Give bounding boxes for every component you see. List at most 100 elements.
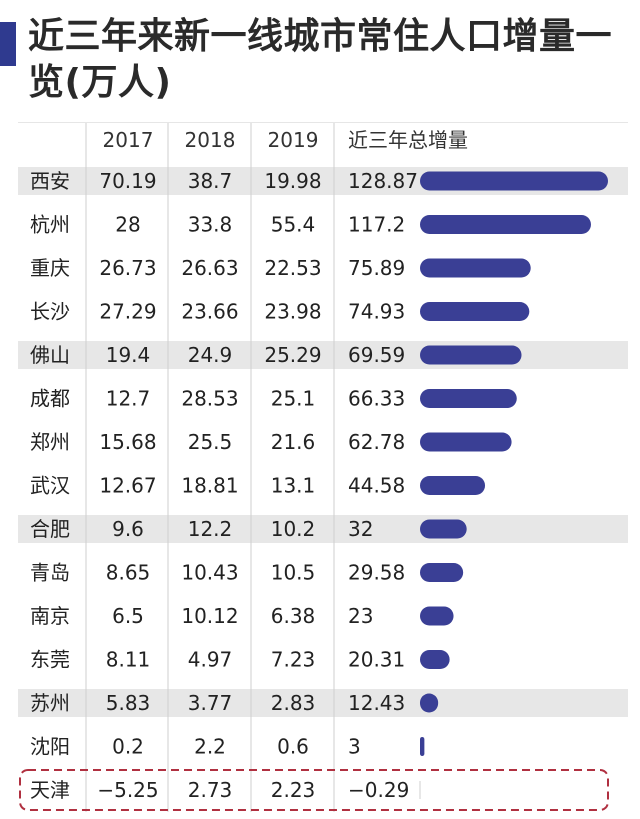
year-value-cell: 3.77 bbox=[188, 691, 233, 715]
year-value-cell: 2.73 bbox=[188, 778, 233, 802]
year-value-cell: 28.53 bbox=[181, 387, 238, 411]
year-value-cell: 19.4 bbox=[106, 343, 151, 367]
year-value-cell: 24.9 bbox=[188, 343, 233, 367]
total-bar bbox=[420, 563, 464, 582]
column-header-3: 近三年总增量 bbox=[348, 128, 468, 152]
city-label: 武汉 bbox=[30, 474, 70, 498]
total-bar bbox=[420, 476, 486, 495]
total-bar bbox=[420, 345, 522, 365]
year-value-cell: 18.81 bbox=[181, 474, 238, 498]
total-bar bbox=[420, 171, 608, 191]
total-value-cell: 3 bbox=[348, 735, 361, 759]
year-value-cell: 21.6 bbox=[271, 430, 316, 454]
year-value-cell: 23.98 bbox=[264, 300, 321, 324]
year-value-cell: 22.53 bbox=[264, 256, 321, 280]
year-value-cell: 15.68 bbox=[99, 430, 156, 454]
total-bar bbox=[420, 737, 425, 756]
year-value-cell: 25.5 bbox=[188, 430, 233, 454]
total-value-cell: 74.93 bbox=[348, 300, 405, 324]
year-value-cell: 26.63 bbox=[181, 256, 238, 280]
total-bar bbox=[420, 215, 591, 234]
city-label: 郑州 bbox=[30, 430, 70, 454]
row-band-4 bbox=[18, 341, 628, 369]
year-value-cell: 12.67 bbox=[99, 474, 156, 498]
total-bar bbox=[420, 389, 517, 408]
city-label: 西安 bbox=[30, 169, 70, 193]
year-value-cell: 7.23 bbox=[271, 648, 316, 672]
year-value-cell: 10.5 bbox=[271, 561, 316, 585]
total-value-cell: 69.59 bbox=[348, 343, 405, 367]
year-value-cell: 38.7 bbox=[188, 169, 233, 193]
year-value-cell: 10.12 bbox=[181, 604, 238, 628]
year-value-cell: 28 bbox=[115, 213, 140, 237]
total-value-cell: 23 bbox=[348, 604, 373, 628]
city-label: 南京 bbox=[30, 604, 70, 628]
total-value-cell: 29.58 bbox=[348, 561, 405, 585]
city-label: 东莞 bbox=[30, 648, 70, 672]
year-value-cell: 27.29 bbox=[99, 300, 156, 324]
year-value-cell: 6.5 bbox=[112, 604, 144, 628]
row-band-8 bbox=[18, 515, 628, 543]
city-label: 苏州 bbox=[30, 691, 70, 715]
city-label: 青岛 bbox=[30, 561, 70, 585]
year-value-cell: 13.1 bbox=[271, 474, 316, 498]
year-value-cell: 8.65 bbox=[106, 561, 151, 585]
year-value-cell: 12.2 bbox=[188, 517, 233, 541]
city-label: 重庆 bbox=[30, 256, 70, 280]
row-band-12 bbox=[18, 689, 628, 717]
year-value-cell: 8.11 bbox=[106, 648, 151, 672]
column-header-1: 2018 bbox=[185, 128, 236, 152]
year-value-cell: 33.8 bbox=[188, 213, 233, 237]
year-value-cell: 25.1 bbox=[271, 387, 316, 411]
year-value-cell: 2.83 bbox=[271, 691, 316, 715]
total-bar bbox=[420, 650, 450, 669]
total-bar bbox=[420, 302, 530, 321]
total-bar bbox=[420, 258, 531, 278]
year-value-cell: 2.2 bbox=[194, 735, 226, 759]
total-bar bbox=[420, 432, 512, 452]
total-value-cell: 44.58 bbox=[348, 474, 405, 498]
year-value-cell: 23.66 bbox=[181, 300, 238, 324]
total-value-cell: 62.78 bbox=[348, 430, 405, 454]
total-value-cell: 12.43 bbox=[348, 691, 405, 715]
year-value-cell: −5.25 bbox=[97, 778, 158, 802]
total-value-cell: 20.31 bbox=[348, 648, 405, 672]
year-value-cell: 19.98 bbox=[264, 169, 321, 193]
total-value-cell: 32 bbox=[348, 517, 373, 541]
total-bar bbox=[420, 519, 467, 539]
year-value-cell: 10.43 bbox=[181, 561, 238, 585]
title-accent-bar bbox=[0, 22, 16, 66]
year-value-cell: 6.38 bbox=[271, 604, 316, 628]
column-header-0: 2017 bbox=[103, 128, 154, 152]
year-value-cell: 55.4 bbox=[271, 213, 316, 237]
data-table-panel: 2017 2018 2019 近三年总增量西安 70.19 38.7 19.98 128.87… bbox=[18, 122, 628, 819]
year-value-cell: 25.29 bbox=[264, 343, 321, 367]
year-value-cell: 26.73 bbox=[99, 256, 156, 280]
year-value-cell: 10.2 bbox=[271, 517, 316, 541]
total-bar bbox=[420, 693, 439, 713]
year-value-cell: 12.7 bbox=[106, 387, 151, 411]
city-label: 佛山 bbox=[30, 343, 70, 367]
total-value-cell: 117.2 bbox=[348, 213, 405, 237]
total-value-cell: 128.87 bbox=[348, 169, 418, 193]
city-label: 长沙 bbox=[30, 300, 70, 324]
total-value-cell: 75.89 bbox=[348, 256, 405, 280]
total-value-cell: 66.33 bbox=[348, 387, 405, 411]
city-label: 杭州 bbox=[30, 213, 70, 237]
year-value-cell: 0.2 bbox=[112, 735, 144, 759]
city-label: 成都 bbox=[30, 387, 70, 411]
total-bar bbox=[420, 606, 454, 626]
year-value-cell: 4.97 bbox=[188, 648, 233, 672]
year-value-cell: 70.19 bbox=[99, 169, 156, 193]
city-label: 天津 bbox=[30, 778, 70, 802]
highlight-box bbox=[19, 769, 609, 811]
city-label: 沈阳 bbox=[30, 735, 70, 759]
year-value-cell: 2.23 bbox=[271, 778, 316, 802]
year-value-cell: 5.83 bbox=[106, 691, 151, 715]
total-value-cell: −0.29 bbox=[348, 778, 409, 802]
city-label: 合肥 bbox=[30, 517, 70, 541]
column-header-2: 2019 bbox=[268, 128, 319, 152]
chart-title: 近三年来新一线城市常住人口增量一览(万人) bbox=[28, 16, 613, 103]
year-value-cell: 9.6 bbox=[112, 517, 144, 541]
